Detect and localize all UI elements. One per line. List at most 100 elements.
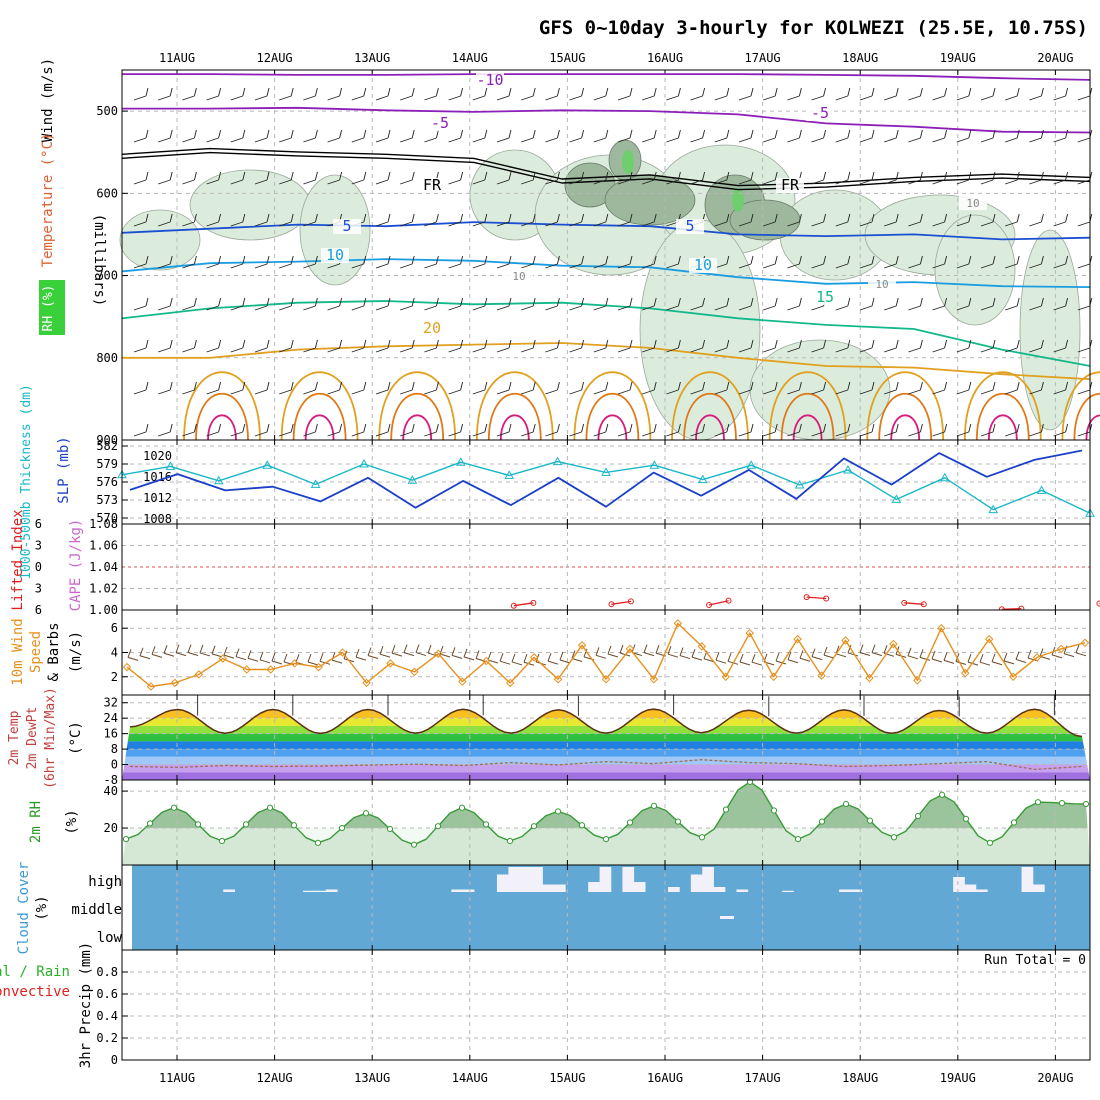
wind-barb-10m xyxy=(475,650,480,659)
wind-barb xyxy=(823,423,827,433)
wind-barb xyxy=(617,137,631,143)
wind-barb xyxy=(944,129,948,139)
wind-barb xyxy=(400,221,413,227)
wind-barb xyxy=(363,129,367,139)
wind-barb-10m xyxy=(1039,655,1051,660)
wind-barb xyxy=(460,381,464,391)
wind-barb xyxy=(702,171,706,181)
wind-barb xyxy=(992,339,996,349)
high-cloud-bar xyxy=(1032,884,1045,892)
wind-barb xyxy=(411,381,415,391)
wind-barb xyxy=(932,263,945,269)
wind-barb xyxy=(400,389,413,395)
wind-barb-10m xyxy=(1027,649,1032,659)
lifted-index-marker xyxy=(803,594,810,601)
wind-barb xyxy=(375,137,389,143)
wind-barb xyxy=(218,297,222,307)
rh2m-marker xyxy=(362,810,370,817)
wind-barb xyxy=(521,389,534,395)
wind-barb xyxy=(944,423,948,433)
wind-barb-10m xyxy=(739,653,744,663)
wind-barb xyxy=(206,137,219,143)
wind-barb xyxy=(1040,339,1044,349)
wind-barb xyxy=(859,431,873,437)
wind-barb xyxy=(569,221,582,227)
wind-barb-10m xyxy=(619,644,624,654)
y-tick-label: 4 xyxy=(111,646,118,660)
wind-barb xyxy=(569,305,582,311)
wind-barb xyxy=(279,347,292,353)
wind-barb xyxy=(919,171,923,181)
wind-barb xyxy=(266,339,270,349)
wind-barb xyxy=(351,305,364,311)
date-label-bottom: 18AUG xyxy=(842,1071,878,1085)
wind-speed-marker xyxy=(266,665,275,674)
wind-barb xyxy=(169,255,173,265)
wind-barb xyxy=(532,423,536,433)
wind-barb xyxy=(617,179,631,185)
wind-barb-10m xyxy=(751,654,756,663)
wind-barb xyxy=(774,87,778,97)
rh-legend-swatch xyxy=(39,280,65,335)
wind-barb-10m xyxy=(463,656,475,661)
wind-barb xyxy=(532,255,536,265)
date-label-top: 18AUG xyxy=(842,51,878,65)
wind-barb xyxy=(169,297,173,307)
wind-barb xyxy=(919,129,923,139)
wind-barb xyxy=(847,213,851,223)
wind-barb xyxy=(1016,213,1020,223)
wind-barb-10m xyxy=(943,659,955,664)
rh2m-marker xyxy=(218,837,226,845)
wind-barb xyxy=(702,423,706,433)
wind-barb xyxy=(738,305,752,311)
wind-barb xyxy=(750,339,754,349)
wind-barb xyxy=(774,129,778,139)
wind-barb xyxy=(653,339,657,349)
wind-barb xyxy=(763,431,776,437)
wind-barb xyxy=(1005,137,1018,143)
rh2m-marker xyxy=(482,821,490,828)
wind-barb xyxy=(206,389,219,395)
contour-label: 5 xyxy=(685,217,694,235)
wind-barb xyxy=(956,389,969,395)
wind-barb xyxy=(508,171,512,181)
wind-barb xyxy=(387,255,391,265)
wind-barb xyxy=(218,129,222,139)
wind-barb xyxy=(1077,389,1090,395)
wind-barb xyxy=(254,95,268,101)
wind-barb xyxy=(242,171,246,181)
wind-barb xyxy=(1065,129,1069,139)
wind-barb xyxy=(1029,95,1042,101)
wind-barb-10m xyxy=(367,655,379,660)
wind-barb xyxy=(230,263,243,269)
wind-barb xyxy=(895,423,899,433)
wind-barb-10m xyxy=(991,653,996,662)
isotherm-arch-20 xyxy=(280,371,359,441)
isotherm-arch-20 xyxy=(671,371,749,441)
contour-label-bg xyxy=(776,178,804,193)
wind-barb xyxy=(1065,87,1069,97)
wind-barb xyxy=(1029,137,1042,143)
cloud-level-label: low xyxy=(97,930,123,946)
wind-barb xyxy=(968,339,972,349)
wind-barb xyxy=(702,297,706,307)
wind-barb xyxy=(182,431,195,437)
thickness-line xyxy=(121,460,1091,514)
wind-barb-10m xyxy=(403,644,408,653)
y-tick-label: 6 xyxy=(111,621,118,635)
isotherm-arch-25 xyxy=(780,392,835,441)
wind-barb-10m xyxy=(607,653,619,658)
slp-tick-label: 1008 xyxy=(143,512,172,526)
wind-barb xyxy=(363,423,367,433)
wind-barb xyxy=(763,305,776,311)
wind10-units-label: (m/s) xyxy=(68,631,84,673)
wind-barb xyxy=(908,179,921,185)
y-tick-label: 600 xyxy=(96,186,118,200)
wind-barb xyxy=(980,221,994,227)
wind-barb xyxy=(944,381,948,391)
wind-barb xyxy=(206,95,219,101)
wind-speed-marker xyxy=(1080,638,1090,648)
wind-barb-10m xyxy=(511,653,516,663)
wind-barb xyxy=(884,137,897,143)
isotherm-arch-30 xyxy=(207,414,237,441)
